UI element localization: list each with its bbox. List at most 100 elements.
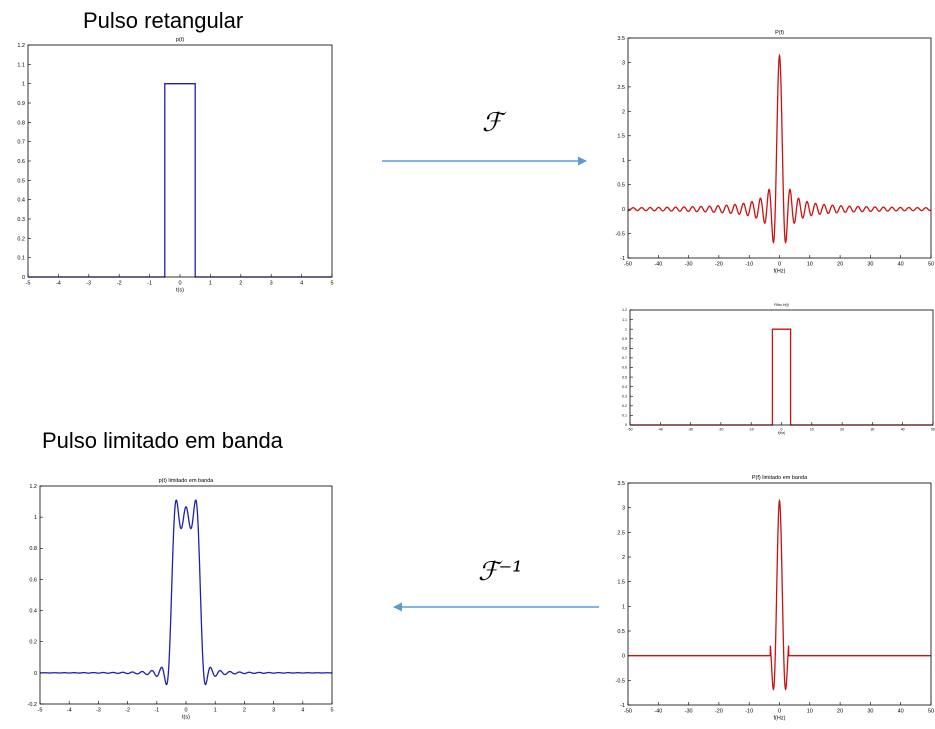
x-tick-label: -50	[624, 262, 632, 268]
x-tick-label: 20	[840, 428, 844, 432]
y-tick-label: 1.1	[622, 318, 627, 322]
x-tick-label: 2	[243, 708, 246, 714]
y-tick-label: 1	[625, 327, 627, 331]
x-tick-label: -10	[745, 709, 753, 715]
y-tick-label: 0.5	[622, 375, 627, 379]
x-tick-label: 2	[239, 281, 242, 287]
x-tick-label: -30	[685, 709, 693, 715]
x-tick-label: -5	[38, 708, 43, 714]
plot-frame	[627, 482, 932, 706]
x-tick-label: 4	[301, 708, 304, 714]
y-tick-label: 0	[625, 423, 627, 427]
x-tick-label: -4	[67, 708, 72, 714]
x-tick-label: -2	[117, 281, 122, 287]
y-tick-label: 0.1	[17, 256, 25, 262]
x-tick-label: -40	[658, 428, 663, 432]
chart-title: p(t)	[176, 37, 184, 43]
y-tick-label: 0.9	[17, 101, 25, 107]
heading-bandlimited-pulse: Pulso limitado em banda	[42, 428, 283, 453]
x-tick-label: 10	[807, 709, 813, 715]
x-tick-label: -4	[56, 281, 61, 287]
chart-title: p(t) limitado em banda	[159, 478, 215, 484]
y-tick-label: 3.5	[617, 36, 625, 42]
series-line	[627, 53, 932, 244]
y-tick-label: 0.6	[17, 159, 25, 165]
x-tick-label: 4	[300, 281, 303, 287]
x-tick-label: -1	[154, 708, 159, 714]
x-tick-label: 30	[867, 709, 873, 715]
x-tick-label: 50	[931, 428, 935, 432]
y-tick-label: 0.2	[622, 404, 627, 408]
x-tick-label: 0	[778, 262, 781, 268]
y-tick-label: 2.5	[617, 85, 625, 91]
y-tick-label: 0	[22, 275, 25, 281]
y-tick-label: 1.2	[622, 308, 627, 312]
y-tick-label: 1.2	[17, 43, 25, 49]
x-tick-label: 10	[810, 428, 814, 432]
y-tick-label: 0.9	[622, 337, 627, 341]
x-tick-label: -1	[147, 281, 152, 287]
y-tick-label: 3.5	[617, 481, 625, 487]
inverse-fourier-operator: ℱ⁻¹	[478, 557, 523, 587]
y-tick-label: 0.3	[622, 394, 627, 398]
x-tick-label: -30	[688, 428, 693, 432]
y-tick-label: 2.5	[617, 530, 625, 536]
x-tick-label: -10	[745, 262, 753, 268]
y-tick-label: 0.7	[17, 140, 25, 146]
y-tick-label: 0.4	[17, 198, 25, 204]
x-axis-label: t(s)	[182, 714, 190, 720]
y-tick-label: 0	[622, 654, 625, 660]
y-tick-label: 2	[622, 555, 625, 561]
y-tick-label: -1	[620, 703, 625, 709]
x-tick-label: -20	[715, 709, 723, 715]
plot-frame	[629, 309, 934, 426]
y-tick-label: 1	[22, 82, 25, 88]
x-tick-label: 1	[209, 281, 212, 287]
y-tick-label: 1.1	[17, 62, 25, 68]
x-tick-label: 3	[272, 708, 275, 714]
x-tick-label: 0	[178, 281, 181, 287]
chart-bandlimited-pulse: p(t) limitado em banda t(s) -5 -4 -3 -2 -1 0 1 2 3…	[28, 478, 334, 720]
x-tick-label: -40	[654, 709, 662, 715]
x-tick-label: 1	[214, 708, 217, 714]
series-line	[628, 498, 931, 691]
x-tick-label: 0	[778, 709, 781, 715]
chart-bandlimited-spectrum: P(f) limitado em banda f(Hz) -50 -40 -30 -20 -…	[616, 475, 935, 721]
chart-title: P(f)	[775, 30, 784, 36]
y-tick-label: 3	[622, 60, 625, 66]
y-tick-label: -0.5	[616, 231, 625, 237]
chart-spectrum: P(f)f(Hz)-50 -40 -30 -20 -10 0 10 20 30 40 50-1-0.…	[616, 30, 935, 274]
x-tick-label: 0	[781, 428, 783, 432]
y-tick-label: 1.5	[617, 580, 625, 586]
x-tick-label: 20	[837, 262, 843, 268]
x-axis-label: f(Hz)	[774, 268, 786, 274]
x-tick-label: -30	[685, 262, 693, 268]
chart-title: Filtro H(f)	[774, 303, 789, 307]
x-tick-label: 40	[901, 428, 905, 432]
x-tick-label: 5	[330, 708, 333, 714]
x-tick-label: 5	[330, 281, 333, 287]
y-tick-label: 0.6	[622, 366, 627, 370]
y-tick-label: 0.5	[617, 183, 625, 189]
x-tick-label: -20	[715, 262, 723, 268]
y-tick-label: 0	[34, 671, 37, 677]
x-tick-label: -20	[718, 428, 723, 432]
x-tick-label: 40	[898, 262, 904, 268]
x-tick-label: -10	[749, 428, 754, 432]
y-tick-label: 0.8	[17, 120, 25, 126]
x-tick-label: 3	[270, 281, 273, 287]
heading-rectangular-pulse: Pulso retangular	[83, 8, 244, 33]
x-tick-label: -3	[86, 281, 91, 287]
y-tick-label: 0.3	[17, 217, 25, 223]
chart-filter: Filtro H(f)f(Hz)-50 -40 -30 -20 -10 0 10 20 30 40…	[622, 303, 935, 435]
x-tick-label: -3	[96, 708, 101, 714]
series-line	[40, 499, 332, 686]
y-tick-label: 1	[622, 604, 625, 610]
chart-title: P(f) limitado em banda	[752, 475, 808, 481]
y-tick-label: 0.2	[17, 236, 25, 242]
x-tick-label: -2	[125, 708, 130, 714]
y-tick-label: 0.4	[29, 608, 37, 614]
series-line	[630, 328, 933, 426]
y-tick-label: 0.5	[17, 178, 25, 184]
